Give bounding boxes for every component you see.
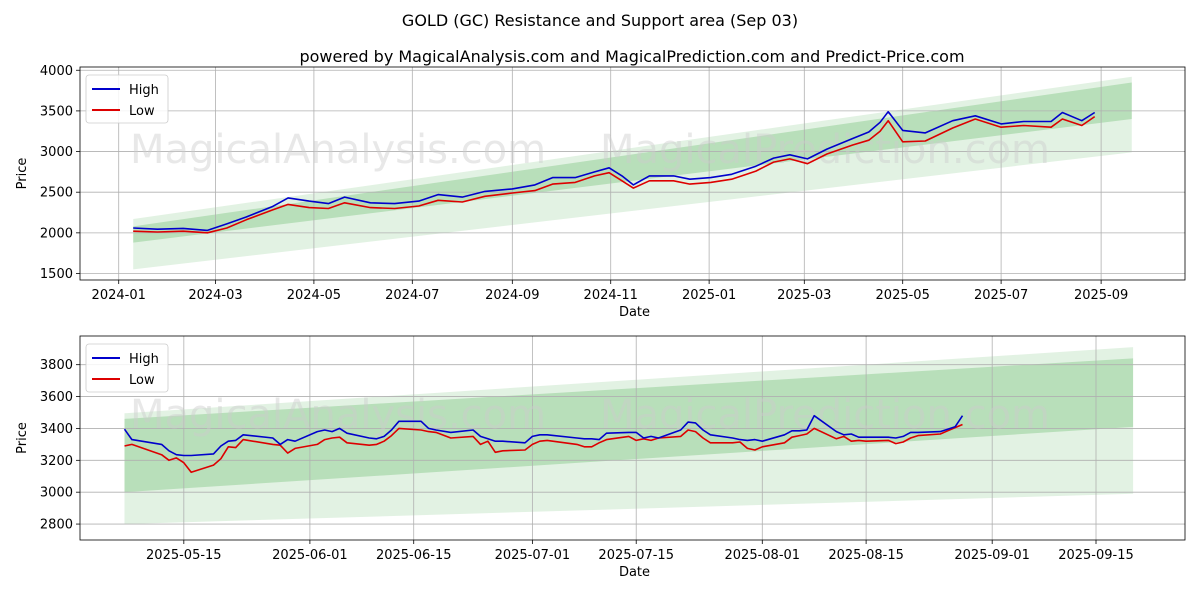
x-tick-label: 2024-03 <box>188 288 242 303</box>
y-tick-label: 3000 <box>40 145 73 160</box>
y-axis-label: Price <box>15 422 30 454</box>
x-tick-label: 2025-03 <box>777 288 831 303</box>
grid: 2024-01 2024-03 2024-05 2024-07 2024-09 2024-… <box>40 64 1185 303</box>
y-tick-label: 2500 <box>40 186 73 201</box>
plot-frame <box>79 335 1186 541</box>
legend: High Low <box>85 74 169 124</box>
y-tick-label: 3600 <box>40 390 73 405</box>
x-tick-label: 2024-01 <box>92 288 146 303</box>
top-chart: 2024-01 2024-03 2024-05 2024-07 2024-09 2024-… <box>15 64 1186 320</box>
support-band-outer <box>133 76 1132 270</box>
y-axis-label: Price <box>15 158 30 190</box>
x-axis-label: Date <box>619 565 650 580</box>
bottom-chart: 2025-05-15 2025-06-01 2025-06-15 2025-07-01… <box>15 335 1186 580</box>
y-tick-label: 3800 <box>40 358 73 373</box>
legend-label-high: High <box>129 83 159 98</box>
legend-label-low: Low <box>129 373 155 388</box>
plot-frame <box>79 66 1186 281</box>
x-tick-label: 2025-06-01 <box>272 548 348 563</box>
series-lines <box>123 414 964 474</box>
resistance-band-inner <box>124 358 1134 493</box>
x-tick-label: 2025-07-01 <box>495 548 571 563</box>
x-tick-label: 2025-07-15 <box>598 548 674 563</box>
chart-subtitle: powered by MagicalAnalysis.com and Magic… <box>299 47 964 66</box>
grid: 2025-05-15 2025-06-01 2025-06-15 2025-07-01… <box>40 336 1185 563</box>
legend-label-high: High <box>129 352 159 367</box>
x-tick-label: 2025-07 <box>974 288 1028 303</box>
series-line-high <box>123 414 964 457</box>
legend-label-low: Low <box>129 104 155 119</box>
x-tick-label: 2025-08-01 <box>725 548 801 563</box>
y-tick-label: 3500 <box>40 104 73 119</box>
x-tick-label: 2025-01 <box>682 288 736 303</box>
x-tick-label: 2025-06-15 <box>376 548 452 563</box>
support-resistance-bands <box>133 76 1132 270</box>
watermark-text: MagicalPrediction.com <box>600 392 1050 438</box>
legend: High Low <box>85 343 169 393</box>
x-axis-label: Date <box>619 305 650 320</box>
x-tick-label: 2024-05 <box>287 288 341 303</box>
x-tick-label: 2025-09-01 <box>954 548 1030 563</box>
watermark-text: MagicalAnalysis.com <box>130 392 546 438</box>
series-line-low <box>133 115 1096 234</box>
y-tick-label: 3200 <box>40 454 73 469</box>
x-tick-label: 2025-05-15 <box>146 548 222 563</box>
x-tick-label: 2025-09 <box>1074 288 1128 303</box>
x-tick-label: 2024-11 <box>584 288 638 303</box>
y-tick-label: 3400 <box>40 422 73 437</box>
y-tick-label: 4000 <box>40 64 73 79</box>
y-tick-label: 3000 <box>40 486 73 501</box>
x-tick-label: 2025-08-15 <box>828 548 904 563</box>
chart-title: GOLD (GC) Resistance and Support area (S… <box>402 11 798 30</box>
y-tick-label: 1500 <box>40 267 73 282</box>
series-line-high <box>133 110 1096 232</box>
series-line-low <box>124 423 963 474</box>
x-tick-label: 2025-05 <box>876 288 930 303</box>
series-lines <box>133 110 1096 234</box>
y-tick-label: 2000 <box>40 226 73 241</box>
x-tick-label: 2024-09 <box>485 288 539 303</box>
x-tick-label: 2024-07 <box>385 288 439 303</box>
y-tick-label: 2800 <box>40 518 73 533</box>
watermark-text: MagicalAnalysis.com <box>130 127 546 173</box>
x-tick-label: 2025-09-15 <box>1058 548 1134 563</box>
